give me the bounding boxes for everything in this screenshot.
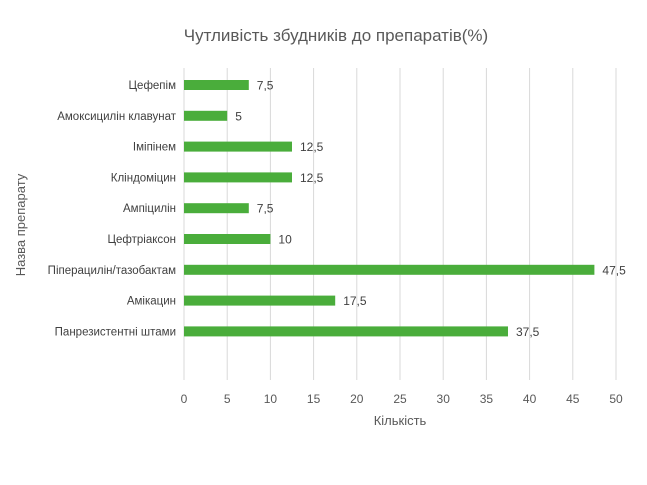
bar (184, 110, 228, 121)
category-label: Цефепім (129, 80, 177, 92)
y-axis-title: Назва препарату (13, 173, 28, 276)
bar (184, 203, 249, 214)
category-label: Амоксицилін клавунат (57, 111, 176, 123)
x-tick-label: 5 (224, 392, 231, 406)
data-label: 12,5 (300, 140, 324, 154)
category-label: Іміпінем (133, 142, 176, 154)
category-label: Ампіцилін (123, 203, 176, 215)
chart-title: Чутливість збудників до препаратів(%) (184, 26, 488, 45)
data-labels: 7,5 5 12,5 12,5 7,5 10 47,5 17,5 37,5 (235, 79, 626, 339)
x-tick-label: 40 (523, 392, 537, 406)
bar (184, 295, 336, 306)
bar (184, 80, 249, 90)
x-tick-label: 15 (307, 392, 321, 406)
bar (184, 234, 271, 244)
x-tick-label: 10 (264, 392, 278, 406)
bar (184, 141, 292, 152)
bars (184, 80, 595, 337)
x-tick-label: 45 (566, 392, 580, 406)
x-tick-label: 35 (480, 392, 494, 406)
data-label: 10 (278, 233, 292, 247)
x-tick-label: 50 (609, 392, 623, 406)
data-label: 12,5 (300, 171, 324, 185)
data-label: 7,5 (257, 202, 274, 216)
x-tick-label: 30 (437, 392, 451, 406)
data-label: 17,5 (343, 294, 367, 308)
data-label: 37,5 (516, 325, 540, 339)
bar (184, 172, 292, 183)
category-label: Кліндоміцин (111, 172, 176, 184)
data-label: 5 (235, 109, 242, 123)
x-tick-labels: 0 5 10 15 20 25 30 35 40 45 50 (181, 392, 623, 406)
x-tick-label: 20 (350, 392, 364, 406)
x-tick-label: 0 (181, 392, 188, 406)
category-label: Піперацилін/тазобактам (48, 265, 176, 277)
category-labels: Цефепім Амоксицилін клавунат Іміпінем Клінд… (48, 80, 177, 338)
data-label: 7,5 (257, 79, 274, 93)
bar (184, 326, 508, 337)
x-axis-title: Кількість (374, 413, 427, 428)
category-label: Цефтріаксон (107, 234, 176, 246)
bar (184, 264, 595, 275)
category-label: Панрезистентні штами (55, 326, 176, 338)
x-tick-label: 25 (393, 392, 407, 406)
data-label: 47,5 (602, 263, 626, 277)
category-label: Амікацин (127, 296, 176, 308)
